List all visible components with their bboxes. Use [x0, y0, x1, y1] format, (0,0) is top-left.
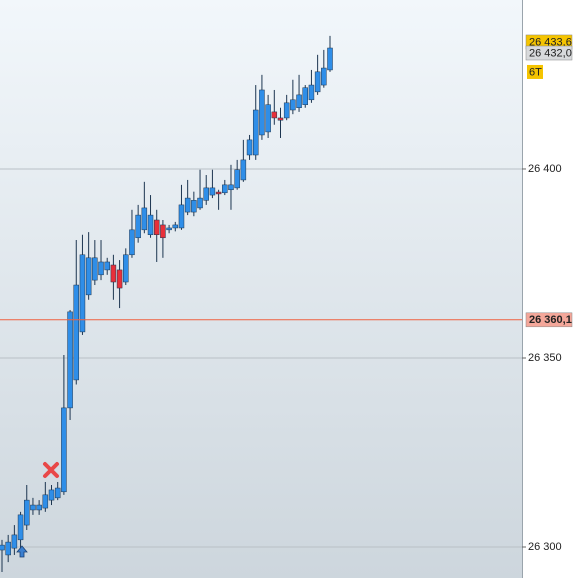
candle-body [203, 187, 209, 201]
price-marker-label: 26 432,0 [529, 47, 572, 59]
y-tick-label: 26 300 [528, 541, 562, 553]
candle-body [246, 139, 253, 156]
timer-box [527, 64, 543, 79]
buy-marker [16, 545, 28, 558]
y-tick-label: 26 400 [528, 163, 562, 175]
price-marker-label: 26 360,1 [529, 314, 572, 326]
candle-body [147, 214, 154, 236]
candle-body [11, 534, 18, 549]
candle-body [197, 197, 203, 209]
candle-body [191, 200, 197, 213]
candle-body [302, 87, 308, 105]
price-marker-box [525, 45, 573, 61]
candle-body [17, 514, 24, 541]
candle-body [265, 104, 271, 133]
candle-body [222, 184, 228, 194]
candle-body [283, 102, 290, 119]
candle-body [73, 284, 80, 381]
candle-body [215, 191, 222, 195]
candle-body [67, 311, 73, 409]
candle-body [30, 504, 36, 511]
candle-body [327, 47, 333, 71]
candle-body [296, 94, 302, 108]
candle-body [184, 197, 191, 213]
candle-body [166, 227, 172, 231]
candle-body [252, 109, 259, 156]
candle-body [0, 544, 5, 551]
candle-body [277, 117, 284, 121]
candle-body [209, 187, 216, 196]
candle-body [42, 494, 49, 509]
candle-body [240, 159, 247, 181]
sell-marker [43, 462, 59, 478]
candle-body [5, 541, 11, 556]
axis-panel [522, 0, 582, 578]
candle-body [123, 254, 129, 283]
candle-body [135, 214, 141, 239]
price-marker-label: 26 433,6 [529, 36, 572, 48]
candle-body [172, 224, 179, 229]
candle-body [160, 224, 166, 239]
timer-label: 6T [529, 66, 542, 78]
candle-body [104, 261, 110, 271]
candle-body [290, 99, 296, 111]
candle-body [48, 489, 55, 501]
candle-body [92, 257, 98, 281]
candle-body [271, 111, 278, 119]
candle-body [234, 169, 240, 189]
candle-body [54, 487, 61, 499]
y-tick-label: 26 350 [528, 352, 562, 364]
candle-body [61, 407, 67, 493]
candle-body [36, 504, 42, 511]
candle-body [24, 499, 30, 526]
candle-body [116, 269, 123, 289]
candle-body [308, 84, 315, 101]
price-marker-box [525, 312, 573, 328]
candle-body [141, 207, 148, 231]
candle-body [321, 67, 327, 86]
candle-body [98, 261, 104, 276]
candle-body [314, 71, 321, 93]
candle-body [79, 254, 86, 333]
candle-body [129, 229, 135, 256]
candle-body [110, 264, 117, 283]
candle-body [178, 204, 185, 229]
candle-body [85, 257, 92, 296]
candle-body [153, 219, 160, 236]
candle-body [259, 89, 265, 136]
candle-body [228, 184, 234, 191]
